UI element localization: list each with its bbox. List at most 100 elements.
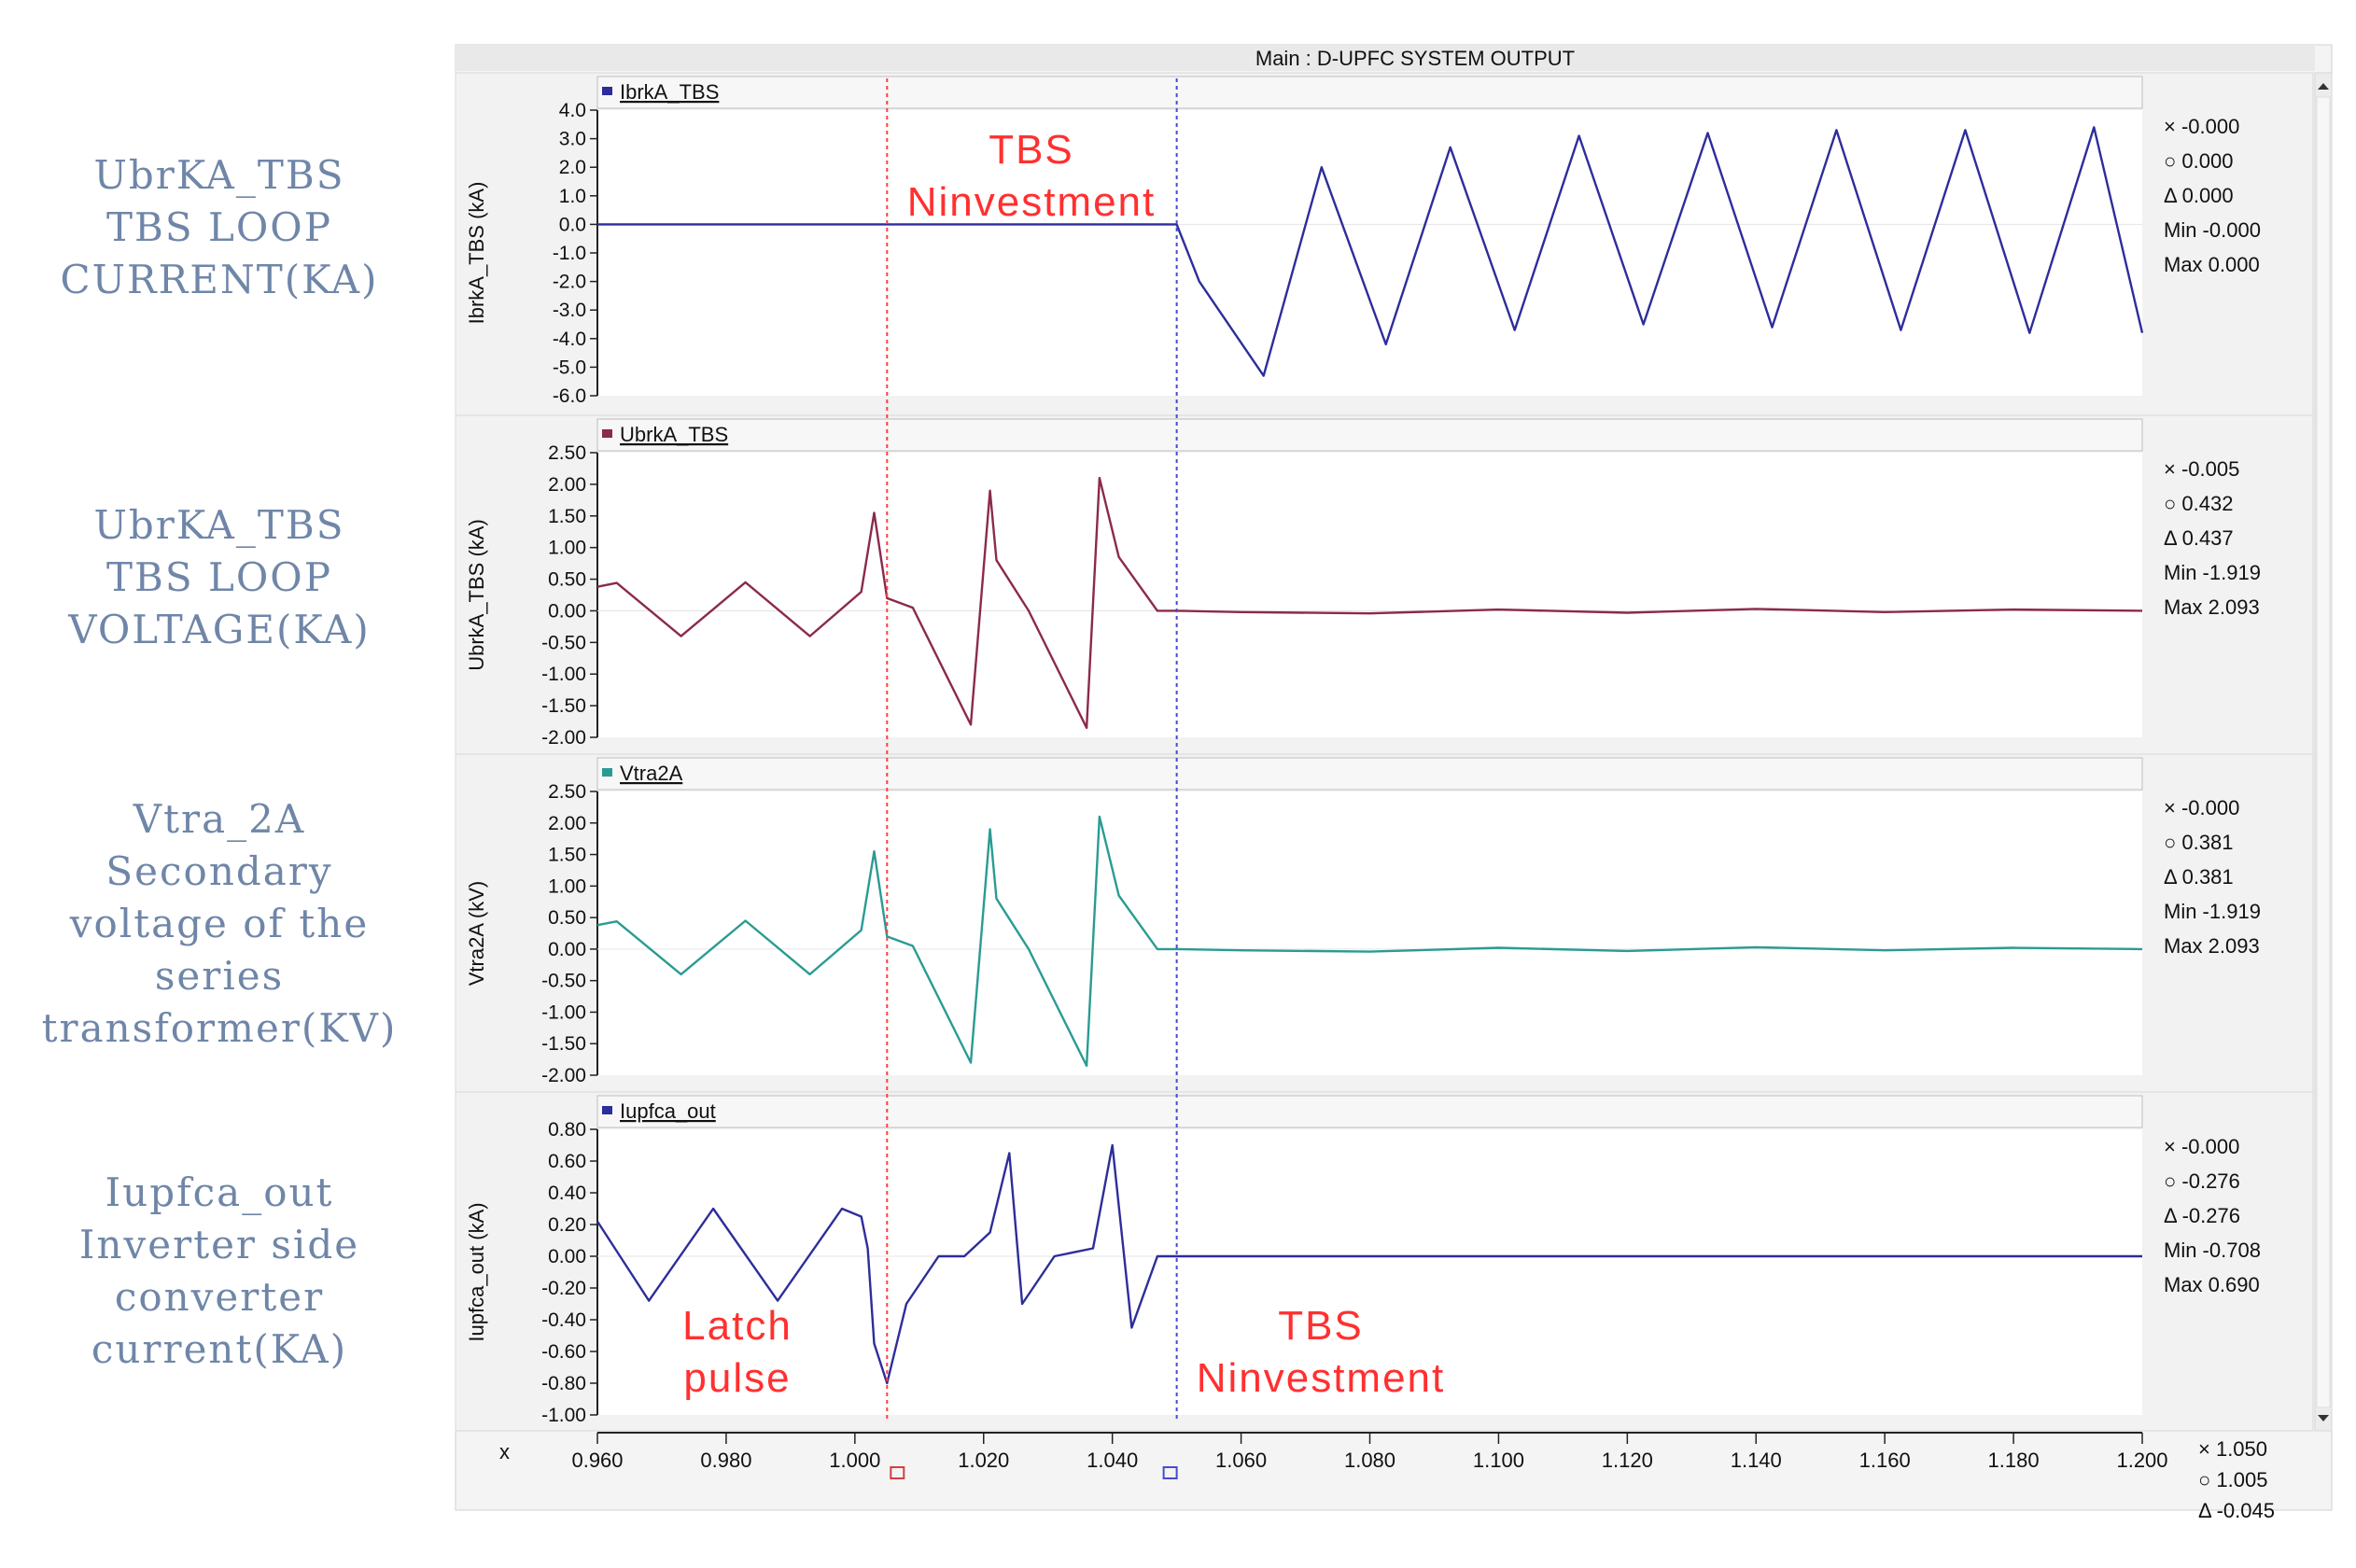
y-tick-label: 0.00 bbox=[548, 1246, 586, 1267]
y-tick-label: 4.0 bbox=[559, 100, 586, 121]
y-tick-label: 0.50 bbox=[548, 907, 586, 929]
side-label-line: VOLTAGE(KA) bbox=[68, 607, 371, 652]
y-axis-label: UbrkA_TBS (kA) bbox=[465, 519, 488, 671]
side-label-line: TBS LOOP bbox=[105, 554, 333, 600]
readout-value: × -0.000 bbox=[2164, 115, 2239, 138]
panels: IbrkA_TBS 4.0 3.0 2.0 1.0 0.0 -1.0 -2.0 -3.0 -4.0… bbox=[455, 72, 2314, 1432]
readout-value: Δ 0.381 bbox=[2164, 865, 2234, 889]
y-tick-label: -2.00 bbox=[541, 1065, 586, 1086]
y-tick-label: -0.60 bbox=[541, 1341, 586, 1363]
x-readout-value: ○ 1.005 bbox=[2198, 1468, 2267, 1491]
y-tick-label: -0.40 bbox=[541, 1309, 586, 1331]
readout-value: Max 2.093 bbox=[2164, 934, 2260, 958]
y-tick-label: -4.0 bbox=[553, 329, 586, 350]
annotation-line: Ninvestment bbox=[907, 179, 1157, 225]
side-label-panel-1: UbrKA_TBS TBS LOOP CURRENT(KA) bbox=[0, 149, 439, 306]
readout-value: Max 2.093 bbox=[2164, 595, 2260, 619]
y-tick-label: 0.80 bbox=[548, 1119, 586, 1141]
side-label-line: UbrKA_TBS bbox=[93, 152, 345, 198]
readout-value: Max 0.690 bbox=[2164, 1273, 2260, 1296]
readout-value: ○ 0.432 bbox=[2164, 492, 2233, 515]
x-tick-label: 1.080 bbox=[1344, 1449, 1395, 1472]
x-tick-label: 0.960 bbox=[571, 1449, 623, 1472]
panel-2: UbrkA_TBS 2.50 2.00 1.50 1.00 0.50 0.00 -0.50 -1… bbox=[455, 414, 2314, 755]
readout-value: × -0.000 bbox=[2164, 796, 2239, 819]
panel-header bbox=[596, 418, 2143, 452]
readout-value: Max 0.000 bbox=[2164, 253, 2260, 276]
annotation-line: pulse bbox=[683, 1355, 791, 1401]
side-label-line: UbrKA_TBS bbox=[93, 502, 345, 548]
legend-label: Vtra2A bbox=[620, 762, 683, 785]
readout-value: ○ 0.000 bbox=[2164, 149, 2233, 173]
annotation-line: TBS bbox=[1278, 1303, 1364, 1349]
y-tick-label: -1.00 bbox=[541, 1405, 586, 1426]
plot-area bbox=[597, 791, 2142, 1075]
y-tick-label: -1.0 bbox=[553, 243, 586, 264]
y-tick-label: 2.0 bbox=[559, 157, 586, 178]
x-axis: x 0.960 0.980 1.000 1.020 1.040 1.060 1.080 1.10… bbox=[499, 1432, 2275, 1522]
annotation-text: TBS Ninvestment bbox=[907, 127, 1157, 225]
side-label-line: Iupfca_out bbox=[105, 1169, 334, 1215]
readout-value: Min -0.708 bbox=[2164, 1239, 2261, 1262]
y-tick-label: 3.0 bbox=[559, 129, 586, 150]
plot-area bbox=[597, 110, 2142, 396]
y-tick-label: -0.20 bbox=[541, 1278, 586, 1299]
side-label-line: transformer(KV) bbox=[41, 1005, 398, 1051]
legend-label: Iupfca_out bbox=[620, 1099, 716, 1123]
y-tick-label: -3.0 bbox=[553, 300, 586, 321]
panel-header bbox=[596, 76, 2143, 109]
annotation-line: Latch bbox=[682, 1303, 792, 1349]
panel-1: IbrkA_TBS 4.0 3.0 2.0 1.0 0.0 -1.0 -2.0 -3.0 -4.0… bbox=[455, 72, 2314, 416]
x-tick-label: 1.100 bbox=[1473, 1449, 1524, 1472]
x-tick-label: 1.160 bbox=[1859, 1449, 1911, 1472]
x-tick-label: 1.040 bbox=[1087, 1449, 1138, 1472]
window-title: Main : D-UPFC SYSTEM OUTPUT bbox=[1255, 47, 1575, 70]
cursor-marker-blue-icon bbox=[1162, 1466, 1178, 1479]
y-tick-label: -1.50 bbox=[541, 1033, 586, 1055]
y-tick-label: -0.80 bbox=[541, 1373, 586, 1394]
series-line bbox=[596, 815, 2143, 1068]
x-axis-label: x bbox=[499, 1440, 510, 1463]
series-line bbox=[596, 1143, 2142, 1385]
x-readout-value: Δ -0.045 bbox=[2198, 1499, 2275, 1522]
annotations: TBS Ninvestment Latch pulse TBS Ninvestment bbox=[682, 127, 1446, 1401]
x-readout-value: × 1.050 bbox=[2198, 1437, 2267, 1461]
side-label-panel-4: Iupfca_out Inverter side converter curre… bbox=[0, 1167, 439, 1376]
y-tick-label: 0.00 bbox=[548, 939, 586, 960]
scrollbar-thumb[interactable] bbox=[2316, 96, 2331, 1408]
legend-label: IbrkA_TBS bbox=[620, 80, 719, 104]
y-tick-label: -2.00 bbox=[541, 727, 586, 749]
y-tick-label: 2.00 bbox=[548, 474, 586, 496]
scroll-up-arrow-icon[interactable] bbox=[2318, 83, 2329, 90]
side-label-line: Vtra_2A bbox=[133, 796, 306, 842]
y-tick-label: -1.00 bbox=[541, 664, 586, 685]
plot-area bbox=[597, 1129, 2142, 1415]
x-tick-label: 1.020 bbox=[958, 1449, 1009, 1472]
readout-value: Δ -0.276 bbox=[2164, 1204, 2240, 1227]
y-tick-label: 2.00 bbox=[548, 813, 586, 834]
y-axis-label: Iupfca_out (kA) bbox=[465, 1202, 488, 1341]
x-tick-label: 1.120 bbox=[1602, 1449, 1653, 1472]
y-tick-label: 2.50 bbox=[548, 442, 586, 464]
title-bar bbox=[456, 45, 2315, 71]
annotation-text: TBS Ninvestment bbox=[1197, 1303, 1446, 1401]
readout-value: Δ 0.000 bbox=[2164, 184, 2234, 207]
y-tick-label: 0.20 bbox=[548, 1214, 586, 1236]
panel-3: Vtra2A 2.50 2.00 1.50 1.00 0.50 0.00 -0.50 -1.00… bbox=[455, 753, 2314, 1093]
x-tick-label: 1.060 bbox=[1215, 1449, 1267, 1472]
readout-value: ○ -0.276 bbox=[2164, 1169, 2240, 1193]
y-tick-label: 0.0 bbox=[559, 214, 586, 235]
y-tick-label: 0.50 bbox=[548, 569, 586, 591]
panel-header bbox=[596, 1095, 2143, 1128]
side-label-line: current(KA) bbox=[91, 1326, 348, 1372]
annotation-text: Latch pulse bbox=[682, 1303, 792, 1401]
annotation-line: TBS bbox=[989, 127, 1074, 173]
y-tick-label: 1.0 bbox=[559, 186, 586, 207]
legend-swatch bbox=[602, 1106, 612, 1114]
plot-area bbox=[597, 453, 2142, 737]
side-label-line: CURRENT(KA) bbox=[60, 257, 379, 302]
legend-swatch bbox=[602, 429, 612, 438]
scroll-down-arrow-icon[interactable] bbox=[2318, 1415, 2329, 1421]
readout-value: Min -1.919 bbox=[2164, 900, 2261, 923]
